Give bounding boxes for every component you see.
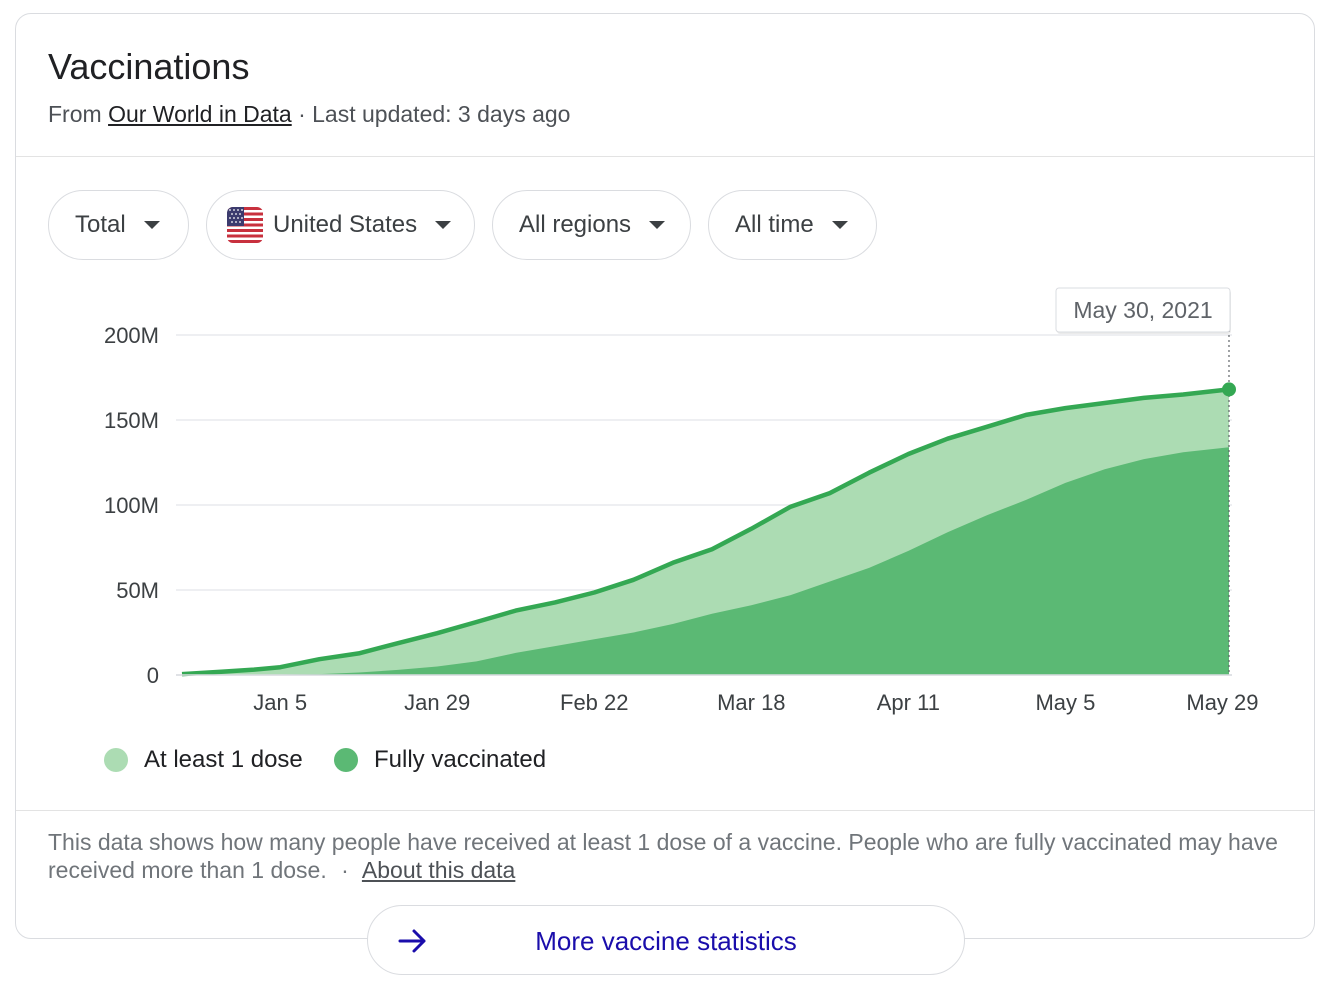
legend-swatch-light: [104, 748, 128, 772]
metric-filter-label: Total: [75, 211, 126, 238]
about-data-link[interactable]: About this data: [361, 857, 516, 883]
caret-down-icon: [143, 221, 160, 229]
caret-down-icon: [831, 221, 848, 229]
x-tick-label: Feb 22: [560, 690, 629, 715]
x-tick-label: May 29: [1186, 690, 1258, 715]
vaccination-area-chart[interactable]: 0 50M 100M 150M 200M Jan 5 Jan 29 Feb 22 Mar 18…: [0, 270, 1344, 720]
footer-divider: [16, 810, 1314, 811]
hover-point[interactable]: [1222, 382, 1236, 397]
y-tick-label: 100M: [104, 493, 159, 518]
tooltip-box: [1055, 287, 1231, 333]
card-subtitle: From Our World in Data · Last updated: 3…: [48, 101, 570, 128]
legend-swatch-dark: [334, 748, 358, 772]
x-tick-label: Jan 5: [253, 690, 307, 715]
caret-down-icon: [649, 221, 666, 229]
x-tick-label: Mar 18: [717, 690, 785, 715]
caret-down-icon: [435, 221, 452, 229]
last-updated: · Last updated: 3 days ago: [298, 101, 571, 127]
metric-filter-chip[interactable]: Total: [48, 190, 189, 260]
legend-label-at-least-one-dose: At least 1 dose: [144, 746, 303, 773]
arrow-right-icon: [396, 924, 430, 963]
y-tick-label: 50M: [116, 578, 159, 603]
us-flag-icon: [227, 207, 263, 243]
y-tick-label: 200M: [104, 323, 159, 348]
source-link[interactable]: Our World in Data: [108, 101, 292, 127]
time-filter-label: All time: [735, 211, 814, 238]
y-tick-label: 150M: [104, 408, 159, 433]
legend-item-fully-vaccinated[interactable]: Fully vaccinated: [334, 746, 546, 774]
data-description: This data shows how many people have rec…: [48, 828, 1288, 884]
legend-label-fully-vaccinated: Fully vaccinated: [374, 746, 547, 773]
line-at-least-one-dose: [181, 387, 1230, 677]
country-filter-label: United States: [273, 211, 418, 238]
legend-item-at-least-one-dose[interactable]: At least 1 dose: [104, 746, 303, 774]
region-filter-label: All regions: [519, 211, 632, 238]
more-vaccine-statistics-button[interactable]: More vaccine statistics: [367, 905, 965, 975]
region-filter-chip[interactable]: All regions: [492, 190, 691, 260]
x-tick-label: Apr 11: [877, 690, 940, 715]
y-tick-label: 0: [147, 663, 159, 688]
description-text: This data shows how many people have rec…: [48, 829, 1278, 883]
header-divider: [16, 156, 1314, 157]
tooltip-date-label: May 30, 2021: [1073, 297, 1212, 323]
card-title: Vaccinations: [48, 46, 250, 87]
country-filter-chip[interactable]: United States: [206, 190, 475, 260]
description-separator: ·: [341, 857, 349, 883]
source-prefix: From: [48, 101, 102, 127]
x-tick-label: May 5: [1035, 690, 1095, 715]
more-button-label: More vaccine statistics: [535, 926, 797, 956]
x-tick-label: Jan 29: [404, 690, 470, 715]
time-filter-chip[interactable]: All time: [708, 190, 877, 260]
area-fully-vaccinated: [182, 447, 1229, 675]
